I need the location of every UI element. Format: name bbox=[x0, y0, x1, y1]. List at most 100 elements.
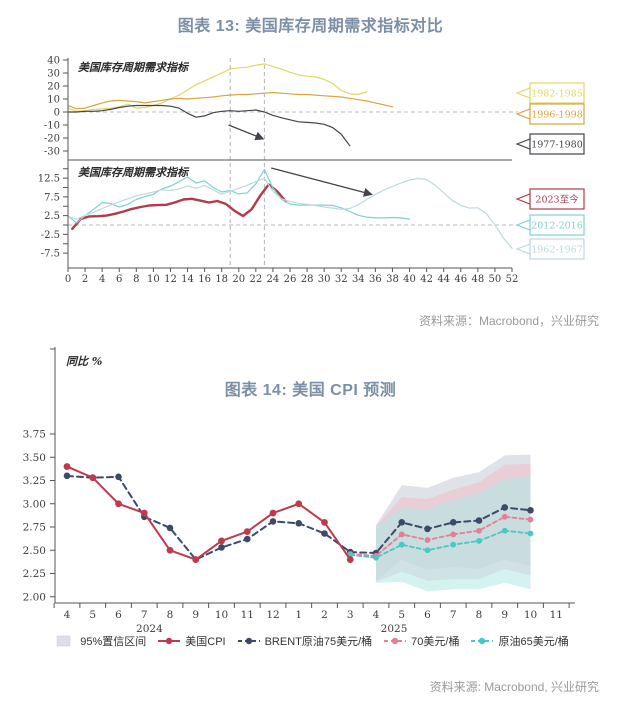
series-美国CPI bbox=[66, 465, 352, 561]
y-tick-label: 2.50 bbox=[23, 545, 46, 557]
marker-原油65美元/桶 bbox=[424, 547, 431, 554]
x-tick-label: 10 bbox=[215, 609, 228, 621]
marker-原油65美元/桶 bbox=[527, 530, 534, 537]
series-2012-2016 bbox=[67, 168, 411, 224]
x-tick-label: 26 bbox=[284, 274, 297, 285]
marker-美国CPI bbox=[166, 546, 174, 554]
x-tick-label: 34 bbox=[352, 274, 365, 285]
svg-text:1977-1980: 1977-1980 bbox=[531, 140, 583, 151]
legend-item-BRENT原油75美元/桶: BRENT原油75美元/桶 bbox=[237, 633, 373, 649]
marker-美国CPI bbox=[89, 474, 97, 482]
legend-line-icon bbox=[237, 637, 260, 645]
legend-patch-icon bbox=[56, 635, 71, 647]
x-tick-label: 30 bbox=[318, 274, 331, 285]
series-1962-1967 bbox=[67, 177, 513, 249]
x-tick-label: 44 bbox=[437, 274, 450, 285]
callout-1996-1998: 1996-1998 bbox=[515, 103, 585, 125]
marker-70美元/桶 bbox=[501, 513, 508, 520]
marker-70美元/桶 bbox=[476, 527, 482, 534]
marker-70美元/桶 bbox=[398, 531, 405, 538]
legend-label: BRENT原油75美元/桶 bbox=[264, 636, 373, 648]
marker-美国CPI bbox=[218, 537, 225, 545]
marker-美国CPI bbox=[321, 518, 328, 526]
x-tick-label: 36 bbox=[369, 274, 382, 285]
x-tick-label: 10 bbox=[524, 609, 537, 621]
x-tick-label: 2 bbox=[321, 609, 328, 621]
callout-2023至今: 2023至今 bbox=[515, 188, 585, 210]
series-原油65美元/桶 bbox=[349, 529, 532, 559]
series-2023至今 bbox=[71, 183, 287, 231]
marker-BRENT原油75美元/桶 bbox=[398, 519, 406, 526]
y-axis-label: 同比 % bbox=[66, 355, 102, 368]
legend-label: 原油65美元/桶 bbox=[498, 636, 569, 648]
marker-BRENT原油75美元/桶 bbox=[218, 544, 225, 551]
svg-text:1962-1967: 1962-1967 bbox=[531, 245, 583, 256]
x-tick-label: 6 bbox=[424, 609, 431, 621]
y-tick-label: 3.50 bbox=[23, 452, 46, 464]
x-tick-label: 12 bbox=[164, 274, 177, 285]
marker-BRENT原油75美元/桶 bbox=[269, 518, 277, 525]
legend-label: 95%置信区间 bbox=[80, 636, 147, 648]
marker-原油65美元/桶 bbox=[501, 527, 508, 534]
marker-BRENT原油75美元/桶 bbox=[63, 472, 71, 480]
cpi-chart-legend: 95%置信区间 美国CPI BRENT原油75美元/桶 70美元/桶 原油65美元/桶 bbox=[0, 633, 621, 649]
svg-text:2012-2016: 2012-2016 bbox=[531, 221, 583, 232]
x-tick-label: 42 bbox=[420, 274, 433, 285]
marker-美国CPI bbox=[269, 509, 277, 517]
x-tick-label: 1 bbox=[295, 609, 302, 621]
series-1996-1998 bbox=[67, 91, 394, 110]
marker-美国CPI bbox=[346, 556, 354, 563]
legend-item-原油65美元/桶: 原油65美元/桶 bbox=[470, 633, 569, 649]
x-tick-label: 5 bbox=[398, 609, 405, 621]
y-tick-label: -7.5 bbox=[41, 249, 60, 260]
y-tick-label: 2.25 bbox=[23, 568, 46, 580]
x-tick-label: 40 bbox=[403, 274, 416, 285]
marker-原油65美元/桶 bbox=[398, 541, 405, 548]
y-tick-label: 3.00 bbox=[23, 498, 46, 510]
marker-BRENT原油75美元/桶 bbox=[449, 519, 457, 526]
x-tick-label: 10 bbox=[147, 274, 160, 285]
marker-BRENT原油75美元/桶 bbox=[321, 530, 328, 537]
panel-label: 美国库存周期需求指标 bbox=[78, 61, 190, 74]
x-tick-label: 22 bbox=[249, 274, 262, 285]
y-tick-label: 40 bbox=[47, 56, 60, 67]
x-tick-label: 14 bbox=[181, 274, 194, 285]
x-tick-label: 6 bbox=[116, 274, 122, 285]
x-tick-label: 4 bbox=[64, 609, 71, 621]
marker-美国CPI bbox=[115, 500, 122, 508]
callout-2012-2016: 2012-2016 bbox=[515, 214, 585, 236]
marker-70美元/桶 bbox=[527, 516, 534, 523]
marker-BRENT原油75美元/桶 bbox=[424, 525, 431, 533]
x-tick-label: 8 bbox=[476, 609, 483, 621]
y-tick-label: 30 bbox=[47, 69, 60, 80]
x-tick-label: 8 bbox=[167, 609, 174, 621]
series-1977-1980 bbox=[67, 104, 351, 147]
svg-text:1982-1985: 1982-1985 bbox=[531, 89, 583, 100]
marker-BRENT原油75美元/桶 bbox=[527, 506, 534, 514]
x-tick-label: 9 bbox=[192, 609, 199, 621]
marker-70美元/桶 bbox=[424, 537, 431, 543]
y-tick-label: 7.5 bbox=[44, 192, 60, 203]
marker-原油65美元/桶 bbox=[450, 541, 457, 548]
x-tick-label: 3 bbox=[347, 609, 354, 621]
y-tick-label: 2.5 bbox=[44, 211, 60, 222]
legend-item-95%置信区间: 95%置信区间 bbox=[52, 633, 146, 649]
y-tick-label: 3.75 bbox=[23, 429, 46, 441]
year-label: 2025 bbox=[381, 623, 408, 635]
y-tick-label: 2.00 bbox=[23, 591, 46, 603]
x-tick-label: 2 bbox=[82, 274, 88, 285]
cpi-forecast-chart: 3.75 3.50 3.25 3.00 2.75 2.50 2.25 2.00 4 5 6 7 8 9 10… bbox=[23, 347, 575, 635]
legend-item-70美元/桶: 70美元/桶 bbox=[383, 633, 459, 649]
marker-美国CPI bbox=[140, 509, 148, 517]
panel-label: 美国库存周期需求指标 bbox=[78, 166, 190, 179]
y-tick-label: 20 bbox=[47, 82, 60, 93]
trend-arrow bbox=[228, 124, 265, 141]
x-tick-label: 12 bbox=[266, 609, 279, 621]
y-tick-label: -10 bbox=[44, 121, 60, 132]
x-tick-label: 46 bbox=[454, 274, 467, 285]
marker-BRENT原油75美元/桶 bbox=[243, 535, 251, 543]
x-tick-label: 48 bbox=[471, 274, 484, 285]
x-tick-label: 5 bbox=[89, 609, 96, 621]
marker-原油65美元/桶 bbox=[373, 554, 379, 561]
